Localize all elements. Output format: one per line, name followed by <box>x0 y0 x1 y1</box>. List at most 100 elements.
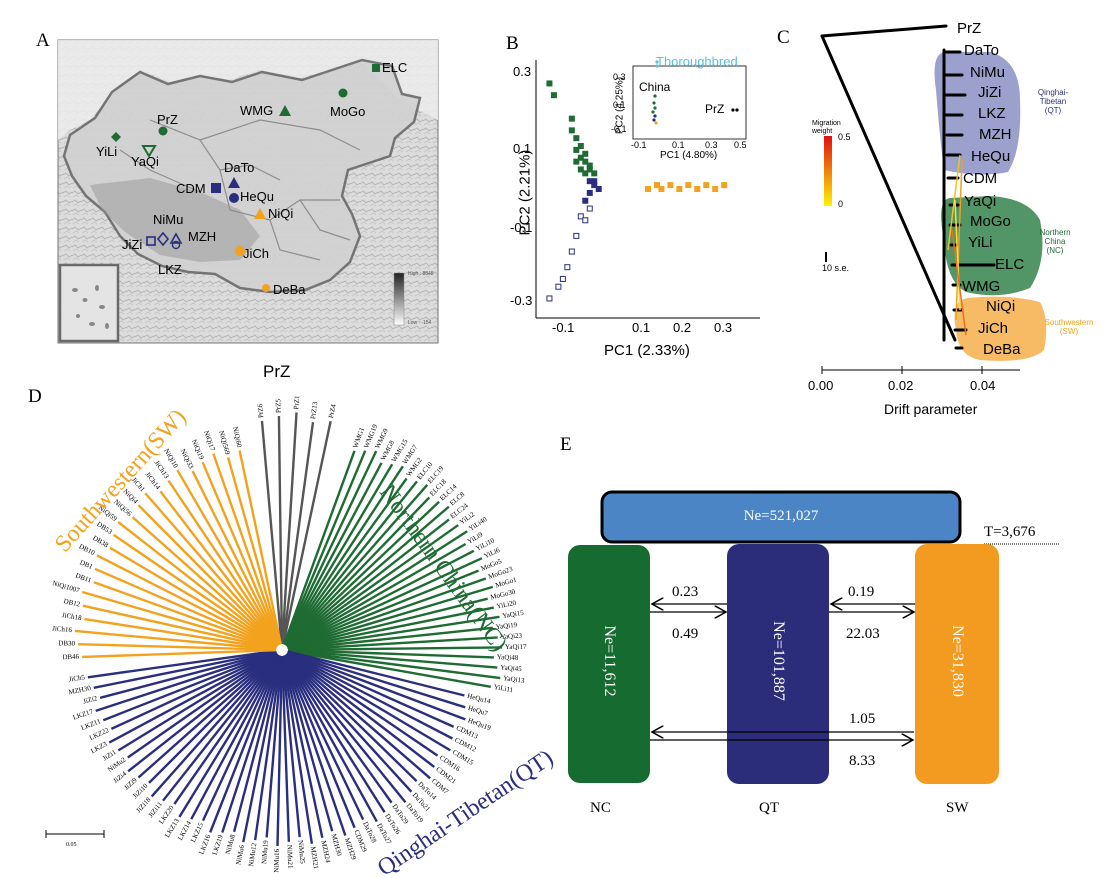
radial-branch-qt-6 <box>286 652 439 757</box>
pca-point-nc-7 <box>577 154 584 161</box>
radial-branch-nc-5 <box>284 465 404 646</box>
map-label-yaqi: YaQi <box>131 154 159 169</box>
map-label-jizi: JiZi <box>122 237 143 252</box>
pca-xtick-0: -0.1 <box>552 320 575 335</box>
radial-branch-qt-18 <box>282 655 334 832</box>
inset-point-10 <box>655 64 659 68</box>
radial-branch-nc-29 <box>287 649 501 680</box>
radial-branch-qt-45 <box>99 650 277 699</box>
group-label-sw: Southwestern (SW) <box>1044 318 1094 336</box>
radial-leaf-qt-20: MZH21 <box>309 846 320 870</box>
radial-branch-qt-32 <box>178 654 280 818</box>
radial-branch-nc-9 <box>285 496 431 647</box>
group-label-nc-abbr: (NC) <box>1046 246 1064 255</box>
radial-leaf-sw-1: DB30 <box>58 639 75 647</box>
radial-branch-prz-4 <box>282 420 332 645</box>
tree-leaf-elc: ELC <box>995 256 1025 273</box>
radial-branch-nc-0 <box>282 450 356 645</box>
pca-xtick-1: 0.1 <box>632 320 651 335</box>
map-label-mogo: MoGo <box>330 104 366 119</box>
radial-branch-sw-15 <box>159 490 280 646</box>
pca-point-qt-13 <box>555 283 562 290</box>
pca-point-qt-2 <box>595 186 602 192</box>
pca-point-sw-9 <box>721 182 728 189</box>
map-label-jich: JiCh <box>243 246 270 261</box>
radial-branch-nc-10 <box>285 500 440 647</box>
radial-branch-nc-16 <box>286 549 475 649</box>
radial-branch-sw-2 <box>74 629 277 651</box>
map-label-niqi: NiQi <box>268 206 294 221</box>
panel-letter-b: B <box>506 33 519 54</box>
radial-branch-sw-7 <box>94 567 277 649</box>
pop-box-sw <box>915 544 999 784</box>
tree-leaf-yaqi: YaQi <box>964 193 997 210</box>
pca-point-nc-10 <box>573 158 580 165</box>
radial-branch-nc-6 <box>284 477 408 646</box>
radial-branch-qt-38 <box>127 652 279 773</box>
radial-branch-nc-3 <box>283 462 383 646</box>
mig-nc-sw-top: 1.05 <box>849 711 876 727</box>
pca-point-qt-6 <box>586 205 593 212</box>
radial-leaf-prz-3: PrZ13 <box>309 401 319 420</box>
radial-branch-sw-13 <box>137 504 279 647</box>
radial-branch-qt-20 <box>281 655 314 844</box>
pca-point-qt-3 <box>586 189 593 196</box>
mig-qt-sw-top: 0.19 <box>848 584 875 600</box>
pop-label-nc: NC <box>590 800 611 816</box>
radial-branch-sw-19 <box>201 461 281 645</box>
group-label-qt: Qinghai-Tibetan (QT) <box>1027 88 1079 115</box>
pca-point-sw-0 <box>645 186 651 192</box>
radial-branch-sw-1 <box>78 642 277 652</box>
inset-ytick-1: 0.1 <box>613 100 626 110</box>
radial-leaf-prz-4: PrZ4 <box>327 403 338 419</box>
tree-leaf-cdm: CDM <box>963 170 998 187</box>
pop-ne-qt: Ne=101,887 <box>770 621 787 701</box>
pca-xtick-2: 0.2 <box>673 320 692 335</box>
pca-point-sw-5 <box>685 182 692 189</box>
radial-branch-sw-21 <box>226 457 282 645</box>
radial-branch-qt-0 <box>287 650 465 697</box>
radial-leaf-sw-0: DB46 <box>62 653 79 662</box>
radial-branch-sw-5 <box>81 590 277 650</box>
pca-ytick-0: 0.3 <box>513 64 532 79</box>
radial-branch-nc-22 <box>287 606 495 650</box>
radial-branch-qt-35 <box>150 653 279 798</box>
radial-branch-qt-29 <box>209 655 281 833</box>
map-label-mzh: MZH <box>188 229 217 244</box>
radial-branch-qt-31 <box>190 654 281 820</box>
radial-branch-sw-6 <box>93 581 277 650</box>
radial-leaf-prz-1: PrZ5 <box>274 398 282 413</box>
mig-nc-sw-bottom: 8.33 <box>849 753 876 769</box>
radial-branch-qt-33 <box>173 654 280 805</box>
map-label-yili: YiLi <box>96 144 118 159</box>
pca-point-qt-9 <box>573 232 580 239</box>
pca-point-sw-7 <box>703 182 710 189</box>
radial-leaf-nc-29: YaQi13 <box>503 674 526 685</box>
inset-point-1 <box>653 106 657 110</box>
radial-branch-nc-15 <box>286 542 467 649</box>
tree-leaf-mogo: MoGo <box>970 213 1011 230</box>
radial-branch-nc-8 <box>285 484 429 647</box>
pca-point-nc-13 <box>577 166 584 173</box>
pca-point-nc-2 <box>568 115 575 122</box>
radial-leaf-nc-27: YaQi48 <box>497 653 519 662</box>
radial-branch-qt-26 <box>242 655 282 843</box>
pca-point-nc-5 <box>577 143 584 149</box>
radial-leaf-nc-30: YiLi11 <box>493 683 514 694</box>
treemix-xtick-1: 0.02 <box>888 378 914 393</box>
radial-branch-qt-47 <box>87 649 277 679</box>
radial-branch-sw-18 <box>191 470 281 646</box>
inset-point-3 <box>653 114 657 118</box>
radial-branch-qt-39 <box>127 652 278 759</box>
radial-leaf-nc-23: YaQi15 <box>502 609 525 620</box>
pca-point-qt-14 <box>546 295 553 302</box>
mig-nc-qt-bottom: 0.49 <box>672 626 699 642</box>
radial-branch-nc-4 <box>284 463 394 646</box>
tree-leaf-niqi: NiQi <box>986 298 1016 315</box>
radial-branch-qt-34 <box>162 653 280 802</box>
map-label-cdm: CDM <box>176 181 206 196</box>
map-label-dato: DaTo <box>224 160 255 175</box>
